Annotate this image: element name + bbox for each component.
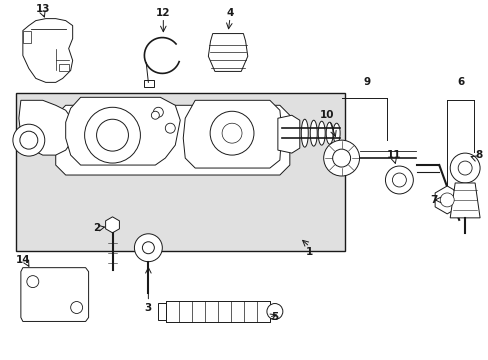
Circle shape (222, 123, 242, 143)
Text: 4: 4 (226, 8, 233, 18)
Circle shape (266, 303, 282, 319)
Circle shape (210, 111, 253, 155)
Circle shape (27, 276, 39, 288)
Polygon shape (183, 100, 281, 168)
Text: 1: 1 (305, 247, 313, 257)
Text: 14: 14 (16, 255, 30, 265)
Circle shape (323, 140, 359, 176)
Bar (23, 31, 31, 42)
Circle shape (151, 111, 159, 119)
Circle shape (153, 107, 163, 117)
Circle shape (71, 302, 82, 314)
Text: 9: 9 (363, 77, 370, 87)
Ellipse shape (325, 122, 332, 144)
Text: 8: 8 (474, 150, 482, 160)
Bar (16, 93, 344, 251)
Polygon shape (449, 183, 479, 218)
Text: 10: 10 (319, 110, 333, 120)
Circle shape (142, 242, 154, 254)
Text: 5: 5 (271, 312, 278, 323)
Circle shape (457, 161, 471, 175)
Circle shape (84, 107, 140, 163)
Ellipse shape (309, 120, 317, 146)
Circle shape (96, 119, 128, 151)
Polygon shape (21, 268, 88, 321)
Text: 7: 7 (430, 195, 437, 205)
Text: 2: 2 (93, 223, 100, 233)
Polygon shape (277, 115, 299, 153)
Text: 13: 13 (36, 4, 50, 14)
Ellipse shape (318, 121, 325, 145)
Circle shape (13, 124, 45, 156)
Circle shape (332, 149, 350, 167)
Text: 11: 11 (386, 150, 401, 160)
Circle shape (165, 123, 175, 133)
Polygon shape (208, 33, 247, 71)
Polygon shape (19, 100, 73, 155)
Bar (166, 301, 269, 323)
Circle shape (439, 193, 453, 207)
Text: 12: 12 (156, 8, 170, 18)
Polygon shape (65, 97, 180, 165)
Bar (144, 80, 154, 87)
Text: 6: 6 (457, 77, 464, 87)
Circle shape (20, 131, 38, 149)
Circle shape (385, 166, 412, 194)
Polygon shape (56, 105, 289, 175)
Bar (158, 302, 166, 320)
Text: 3: 3 (144, 302, 152, 312)
Ellipse shape (332, 123, 340, 143)
Polygon shape (23, 19, 73, 82)
Circle shape (392, 173, 406, 187)
Ellipse shape (301, 119, 307, 147)
Bar (59, 64, 68, 71)
Circle shape (134, 234, 162, 262)
Polygon shape (434, 186, 458, 214)
Polygon shape (105, 217, 119, 233)
Circle shape (449, 153, 479, 183)
